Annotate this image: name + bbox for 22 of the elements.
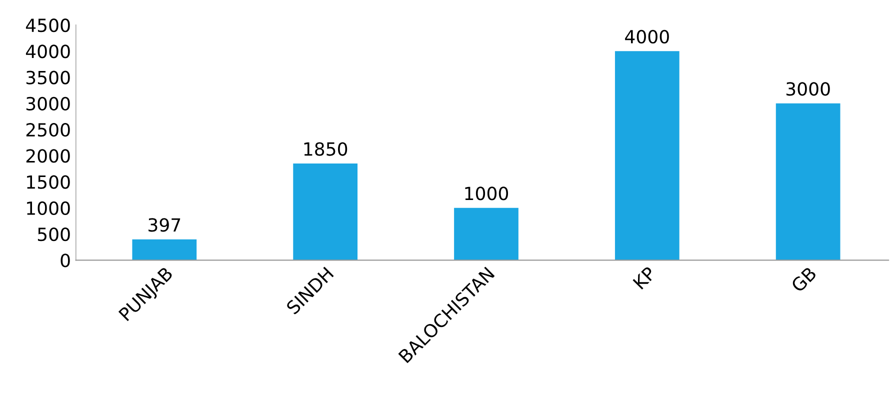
data-label: 1850 bbox=[304, 142, 348, 156]
bar bbox=[454, 208, 518, 260]
y-tick-label: 2500 bbox=[26, 123, 70, 137]
x-tick-label: GB bbox=[790, 266, 818, 293]
data-label: 397 bbox=[148, 218, 180, 232]
bar bbox=[293, 164, 358, 260]
data-label: 3000 bbox=[786, 82, 830, 96]
y-tick-label: 1000 bbox=[27, 201, 70, 216]
data-label: 1000 bbox=[465, 186, 508, 200]
y-tick-label: 2000 bbox=[26, 149, 70, 163]
data-label: 4000 bbox=[625, 30, 669, 44]
y-tick-label: 1500 bbox=[27, 175, 70, 189]
y-tick-label: 0 bbox=[60, 254, 70, 268]
bar bbox=[614, 51, 680, 260]
y-tick-label: 3000 bbox=[26, 96, 70, 111]
y-tick-label: 3500 bbox=[26, 70, 70, 84]
y-tick-label: 500 bbox=[38, 228, 70, 242]
bar bbox=[776, 103, 840, 260]
bar bbox=[132, 239, 197, 260]
y-tick-label: 4000 bbox=[26, 44, 70, 58]
x-tick-label: KP bbox=[632, 266, 656, 290]
y-tick-label: 4500 bbox=[26, 18, 70, 32]
